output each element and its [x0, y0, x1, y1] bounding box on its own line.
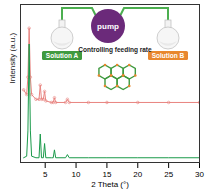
svg-text:30: 30: [195, 170, 204, 179]
svg-text:20: 20: [133, 170, 142, 179]
svg-text:15: 15: [102, 170, 111, 179]
svg-text:Controlling feeding rate: Controlling feeding rate: [78, 46, 152, 54]
svg-text:5: 5: [43, 170, 48, 179]
svg-text:Intensity (a.u.): Intensity (a.u.): [8, 32, 17, 83]
svg-text:Solution A: Solution A: [46, 52, 79, 59]
svg-text:10: 10: [72, 170, 81, 179]
svg-text:2 Theta (°): 2 Theta (°): [91, 180, 129, 189]
svg-text:pump: pump: [97, 22, 119, 31]
svg-text:25: 25: [164, 170, 173, 179]
svg-text:Solution B: Solution B: [152, 52, 185, 59]
